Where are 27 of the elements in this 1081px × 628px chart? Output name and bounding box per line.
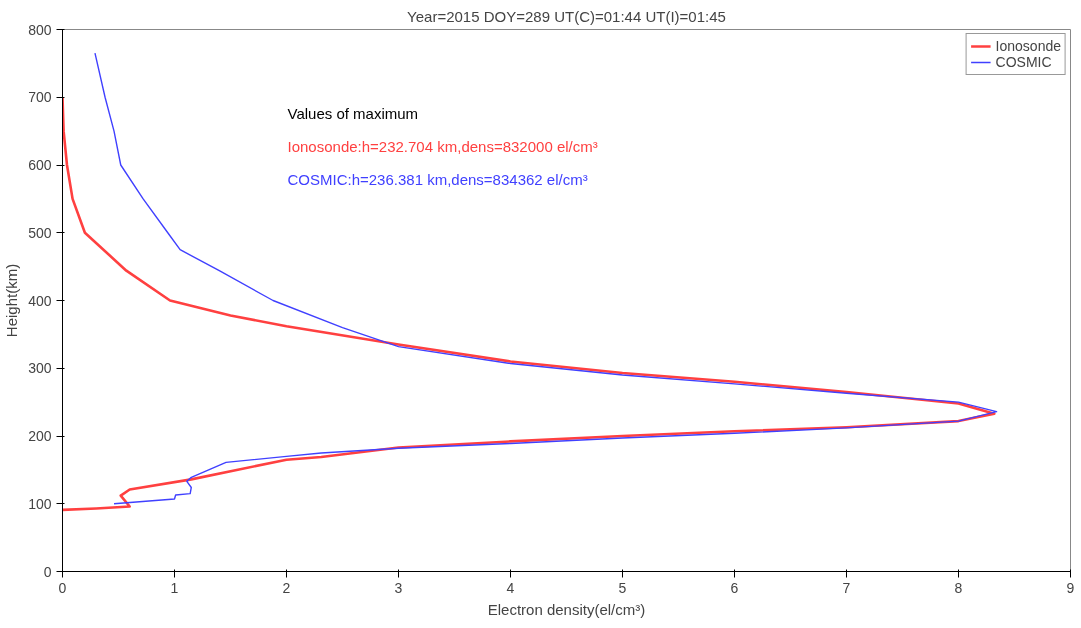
y-axis-title: Height(km) [3,263,21,338]
y-tick-label: 0 [43,563,52,580]
chart-title: Year=2015 DOY=289 UT(C)=01:44 UT(I)=01:45 [407,7,726,25]
y-tick-label: 800 [28,21,52,38]
legend-label: COSMIC [995,54,1052,70]
annotation: Ionosonde:h=232.704 km,dens=832000 el/cm³ [287,137,598,155]
y-tick-label: 500 [28,224,52,241]
y-tick-label: 300 [28,360,52,377]
y-tick-label: 100 [28,495,52,512]
y-tick-label: 400 [28,292,52,309]
y-tick-label: 600 [28,157,52,173]
x-tick-label: 9 [1066,579,1075,596]
annotation: COSMIC:h=236.381 km,dens=834362 el/cm³ [287,170,588,188]
x-tick-label: 1 [170,579,179,596]
x-tick-label: 0 [58,579,67,596]
x-tick-label: 6 [730,579,739,596]
x-tick-label: 2 [282,579,291,596]
x-tick-label: 3 [394,579,403,596]
x-tick-label: 8 [954,579,963,596]
x-tick-label: 4 [506,579,515,596]
x-tick-label: 7 [842,579,851,596]
y-tick-label: 200 [28,428,52,444]
y-tick-label: 700 [28,89,52,106]
x-tick-label: 5 [618,579,627,596]
x-axis-title: Electron density(el/cm³) [487,600,646,618]
annotation: Values of maximum [287,104,419,122]
legend-label: Ionosonde [995,38,1061,54]
